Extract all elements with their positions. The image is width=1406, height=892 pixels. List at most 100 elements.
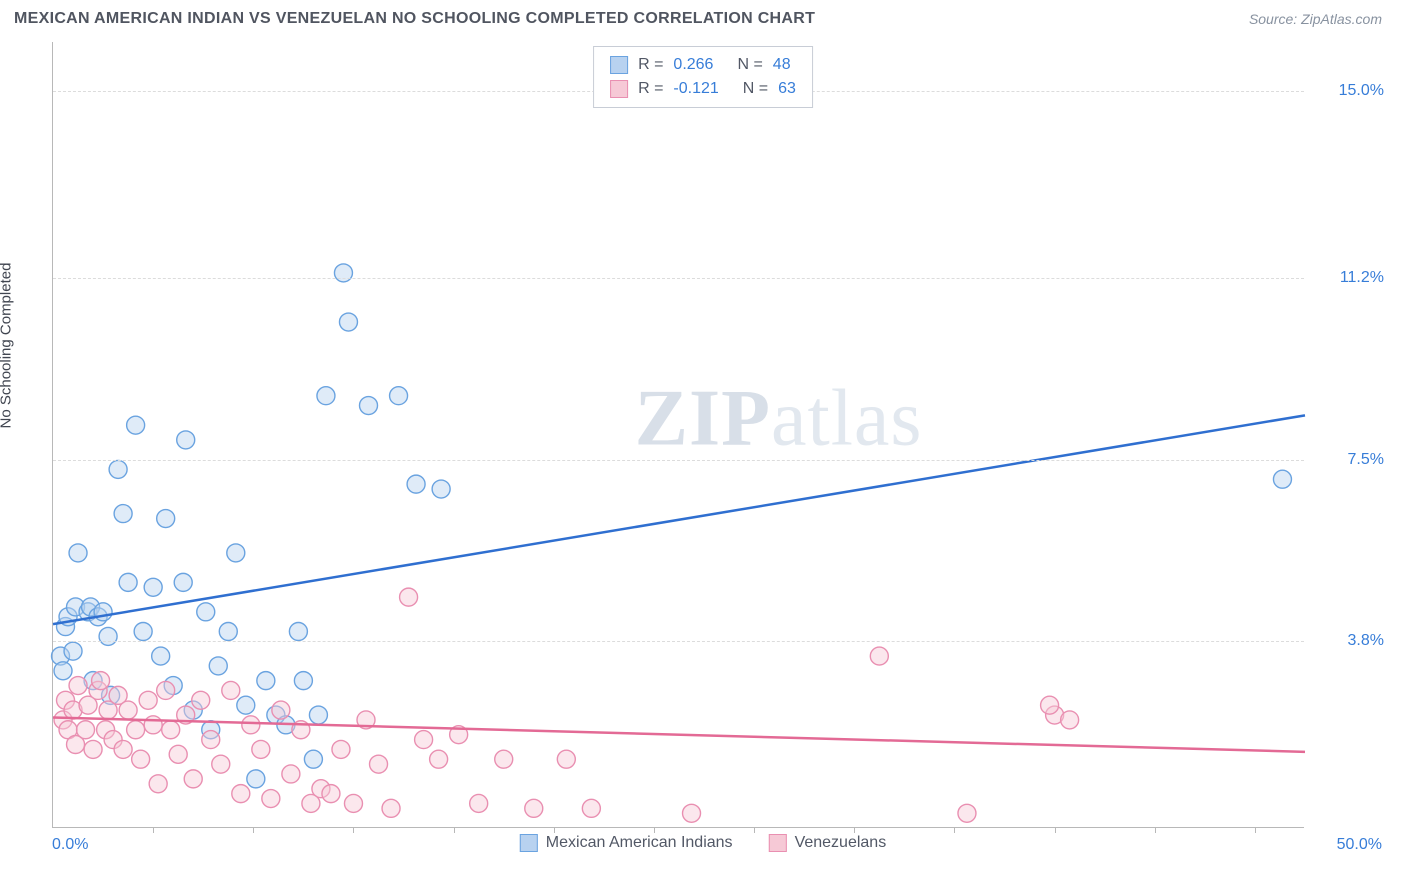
data-point — [525, 799, 543, 817]
data-point — [69, 677, 87, 695]
legend-label: Mexican American Indians — [546, 834, 733, 852]
data-point — [54, 662, 72, 680]
stats-r-label: R = — [638, 77, 663, 101]
data-point — [174, 573, 192, 591]
data-point — [212, 755, 230, 773]
y-axis-label: No Schooling Completed — [0, 263, 15, 429]
y-tick-label: 3.8% — [1314, 632, 1384, 650]
data-point — [114, 505, 132, 523]
gridline — [53, 460, 1304, 461]
data-point — [870, 647, 888, 665]
data-point — [157, 681, 175, 699]
data-point — [202, 731, 220, 749]
data-point — [332, 740, 350, 758]
data-point — [294, 672, 312, 690]
x-tick — [954, 827, 955, 833]
data-point — [127, 416, 145, 434]
data-point — [114, 740, 132, 758]
x-axis-min-label: 0.0% — [52, 836, 88, 854]
chart-header: MEXICAN AMERICAN INDIAN VS VENEZUELAN NO… — [0, 0, 1406, 36]
stats-n-label: N = — [737, 53, 762, 77]
data-point — [262, 790, 280, 808]
data-point — [1273, 470, 1291, 488]
trend-line — [53, 717, 1305, 751]
data-point — [232, 785, 250, 803]
data-point — [557, 750, 575, 768]
legend-label: Venezuelans — [795, 834, 887, 852]
stats-row: R = 0.266N = 48 — [610, 53, 796, 77]
y-tick-label: 15.0% — [1314, 82, 1384, 100]
data-point — [84, 740, 102, 758]
data-point — [192, 691, 210, 709]
x-tick — [854, 827, 855, 833]
stats-r-value: -0.121 — [673, 77, 718, 101]
data-point — [370, 755, 388, 773]
data-point — [144, 716, 162, 734]
data-point — [227, 544, 245, 562]
data-point — [304, 750, 322, 768]
trend-line — [53, 415, 1305, 624]
data-point — [109, 460, 127, 478]
y-tick-label: 7.5% — [1314, 451, 1384, 469]
data-point — [582, 799, 600, 817]
data-point — [134, 623, 152, 641]
data-point — [470, 794, 488, 812]
x-tick — [1055, 827, 1056, 833]
data-point — [219, 623, 237, 641]
stats-r-value: 0.266 — [673, 53, 713, 77]
data-point — [157, 510, 175, 528]
data-point — [390, 387, 408, 405]
data-point — [272, 701, 290, 719]
scatter-svg — [53, 42, 1304, 827]
data-point — [382, 799, 400, 817]
data-point — [169, 745, 187, 763]
data-point — [360, 397, 378, 415]
stats-swatch-icon — [610, 56, 628, 74]
data-point — [119, 701, 137, 719]
data-point — [432, 480, 450, 498]
y-tick-label: 11.2% — [1314, 269, 1384, 287]
data-point — [197, 603, 215, 621]
x-tick — [353, 827, 354, 833]
data-point — [252, 740, 270, 758]
data-point — [139, 691, 157, 709]
legend-item: Venezuelans — [769, 834, 887, 852]
data-point — [289, 623, 307, 641]
data-point — [152, 647, 170, 665]
legend-item: Mexican American Indians — [520, 834, 733, 852]
gridline — [53, 641, 1304, 642]
stats-row: R = -0.121N = 63 — [610, 77, 796, 101]
chart-plot-area: ZIPatlas 3.8%7.5%11.2%15.0% — [52, 42, 1304, 828]
data-point — [99, 627, 117, 645]
data-point — [407, 475, 425, 493]
data-point — [683, 804, 701, 822]
x-tick — [454, 827, 455, 833]
data-point — [149, 775, 167, 793]
data-point — [242, 716, 260, 734]
data-point — [322, 785, 340, 803]
gridline — [53, 278, 1304, 279]
data-point — [339, 313, 357, 331]
data-point — [309, 706, 327, 724]
x-tick — [1155, 827, 1156, 833]
data-point — [177, 431, 195, 449]
legend-swatch-icon — [520, 834, 538, 852]
data-point — [144, 578, 162, 596]
chart-title: MEXICAN AMERICAN INDIAN VS VENEZUELAN NO… — [14, 10, 815, 28]
stats-legend-box: R = 0.266N = 48R = -0.121N = 63 — [593, 46, 813, 108]
data-point — [184, 770, 202, 788]
data-point — [400, 588, 418, 606]
x-tick — [554, 827, 555, 833]
bottom-legend: Mexican American Indians Venezuelans — [520, 834, 886, 852]
data-point — [94, 603, 112, 621]
data-point — [257, 672, 275, 690]
data-point — [495, 750, 513, 768]
x-tick — [1255, 827, 1256, 833]
data-point — [119, 573, 137, 591]
data-point — [344, 794, 362, 812]
chart-source: Source: ZipAtlas.com — [1249, 11, 1382, 27]
data-point — [247, 770, 265, 788]
data-point — [958, 804, 976, 822]
data-point — [334, 264, 352, 282]
data-point — [282, 765, 300, 783]
